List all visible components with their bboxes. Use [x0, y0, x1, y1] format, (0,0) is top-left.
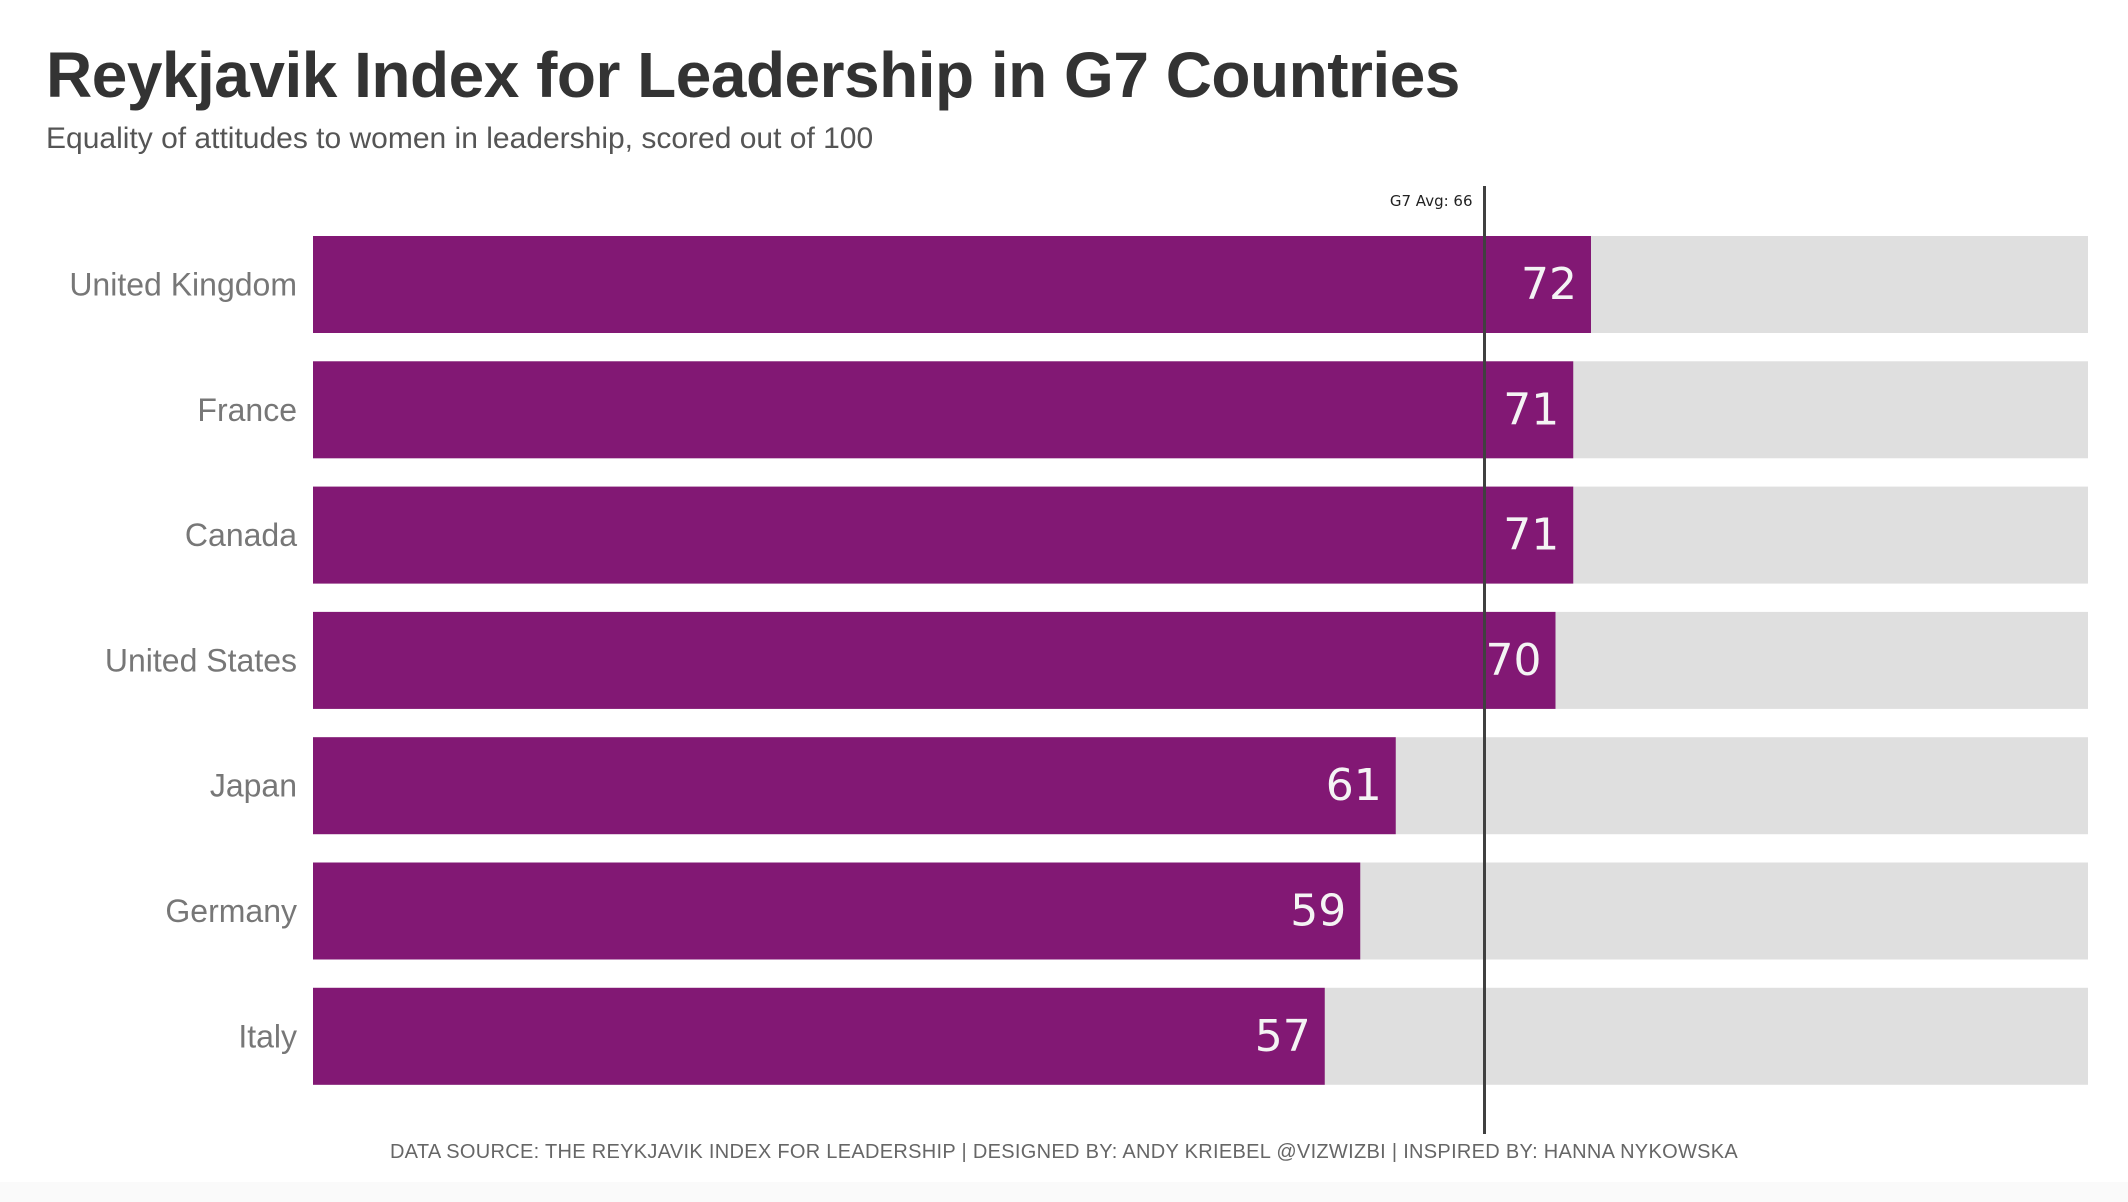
bar-japan — [313, 737, 1396, 835]
value-label-canada: 71 — [1503, 510, 1559, 561]
category-label-japan: Japan — [210, 768, 297, 804]
bottom-band — [0, 1182, 2128, 1202]
value-label-italy: 57 — [1255, 1011, 1311, 1062]
value-labels: 72 71 71 70 61 59 57 — [1255, 259, 1577, 1062]
value-label-united-kingdom: 72 — [1521, 259, 1577, 310]
value-label-france: 71 — [1503, 384, 1559, 435]
bar-united-kingdom — [313, 236, 1591, 333]
value-label-united-states: 70 — [1486, 635, 1542, 686]
category-label-germany: Germany — [165, 893, 297, 929]
category-label-italy: Italy — [238, 1018, 297, 1054]
bar-france — [313, 361, 1574, 459]
bar-canada — [313, 486, 1574, 584]
value-label-japan: 61 — [1326, 760, 1382, 811]
bar-germany — [313, 862, 1361, 960]
value-label-germany: 59 — [1290, 886, 1346, 937]
chart-subtitle: Equality of attitudes to women in leader… — [46, 122, 874, 155]
category-label-united-states: United States — [105, 642, 297, 678]
category-label-canada: Canada — [185, 517, 297, 553]
category-label-france: France — [197, 392, 297, 428]
bar-series — [313, 236, 1591, 1085]
chart-footer: DATA SOURCE: THE REYKJAVIK INDEX FOR LEA… — [389, 1141, 1739, 1163]
average-reference-label: G7 Avg: 66 — [1390, 192, 1473, 210]
bar-united-states — [313, 611, 1556, 709]
bar-italy — [313, 987, 1325, 1085]
reference-line-group: G7 Avg: 66 — [1390, 186, 1486, 1134]
category-labels: United Kingdom France Canada United States J… — [69, 267, 297, 1055]
chart-title: Reykjavik Index for Leadership in G7 Cou… — [46, 39, 1460, 111]
category-label-united-kingdom: United Kingdom — [69, 267, 297, 303]
